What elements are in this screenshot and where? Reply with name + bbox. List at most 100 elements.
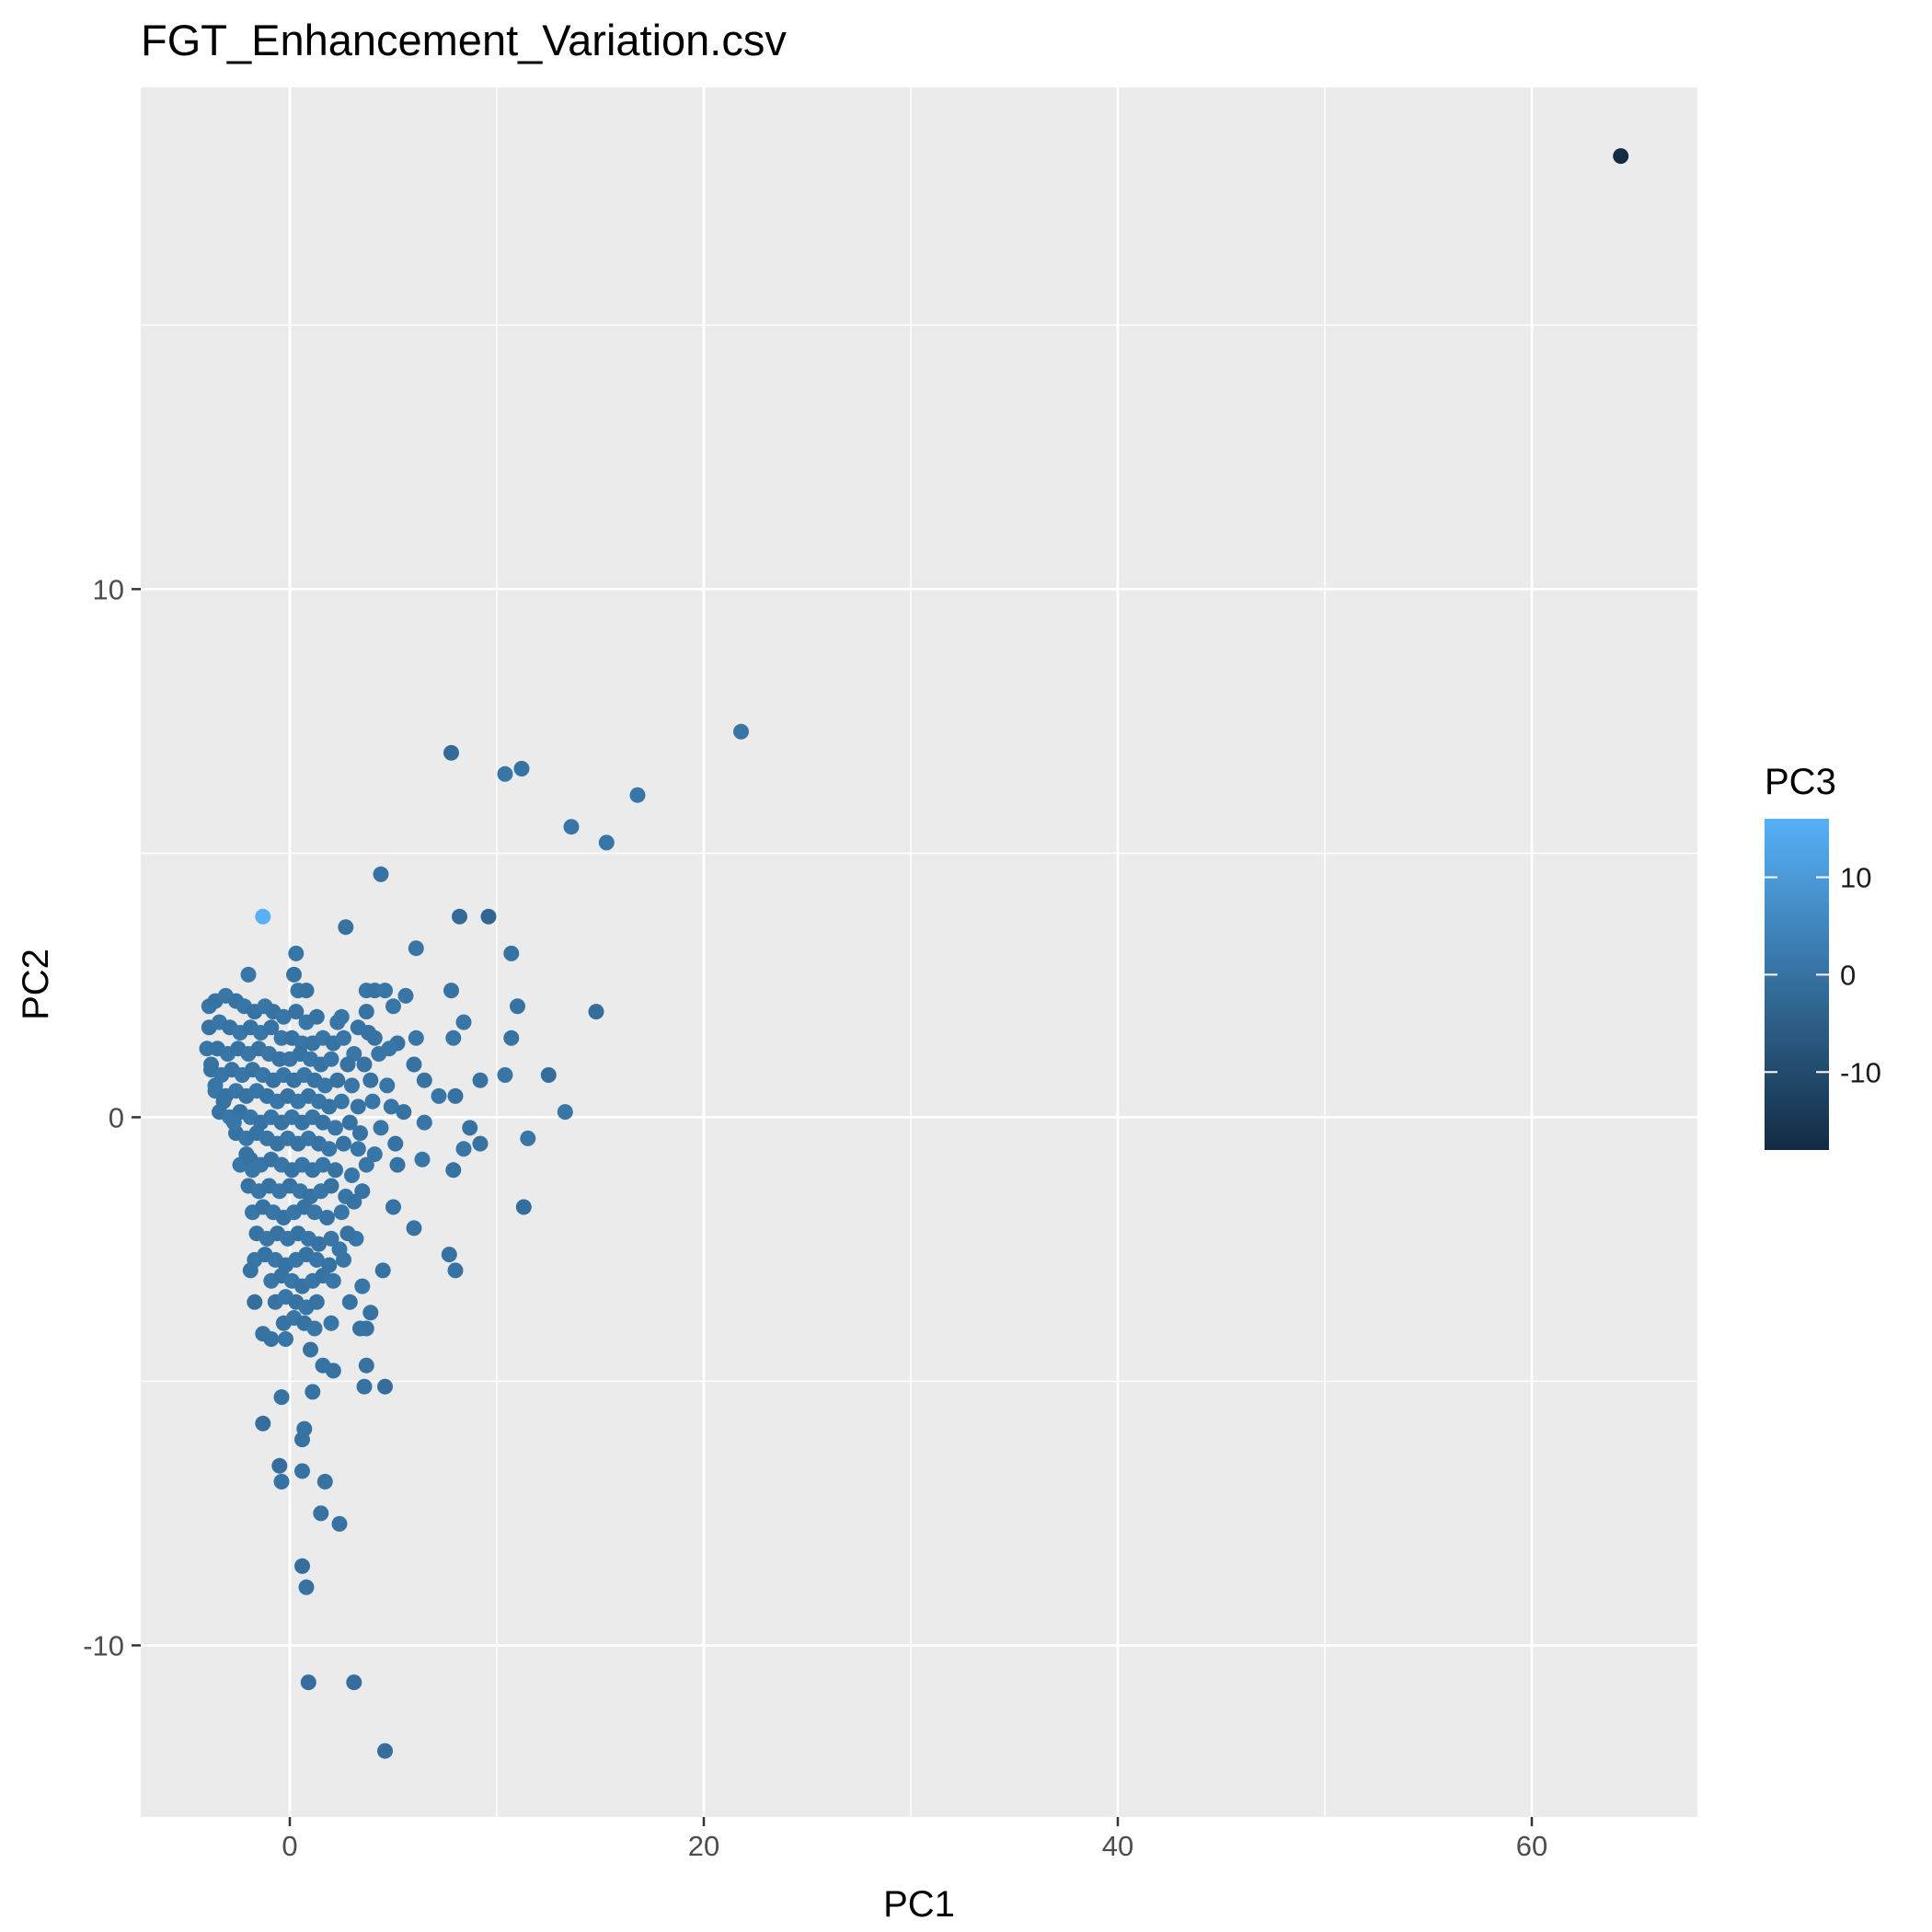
x-axis-title: PC1 (883, 1884, 955, 1925)
data-point (445, 1029, 462, 1046)
data-point (308, 1251, 325, 1268)
data-point (329, 1014, 346, 1030)
data-point (325, 1272, 341, 1289)
data-point (350, 1098, 366, 1115)
data-point (377, 1378, 393, 1395)
data-point (362, 1305, 379, 1321)
data-point (364, 1093, 381, 1110)
y-axis: -10 0 10 (83, 573, 141, 1662)
legend-title: PC3 (1765, 762, 1836, 802)
data-point (497, 765, 513, 782)
data-point (629, 787, 646, 803)
data-point (336, 1135, 351, 1152)
data-point (588, 1004, 604, 1020)
data-point (207, 1077, 224, 1094)
x-tick-label: 0 (282, 1830, 297, 1862)
data-point (441, 1247, 457, 1263)
data-point (323, 1051, 339, 1067)
data-point (308, 1008, 325, 1025)
data-point (247, 1294, 263, 1310)
data-point (374, 1262, 391, 1279)
data-point (385, 998, 401, 1015)
data-point (383, 1098, 399, 1115)
minor-gridlines (82, 87, 1697, 1817)
data-point (447, 1262, 464, 1279)
data-point (273, 1474, 290, 1489)
data-point (346, 1193, 362, 1210)
data-point (452, 908, 467, 925)
data-point (305, 1384, 321, 1400)
data-point (443, 744, 459, 761)
data-point (306, 1204, 323, 1221)
data-point (316, 1077, 333, 1094)
data-point (472, 1135, 489, 1152)
data-point (598, 834, 615, 851)
chart-title: FGT_Enhancement_Variation.csv (141, 16, 787, 64)
data-point (381, 1041, 397, 1057)
data-point (396, 1104, 412, 1121)
data-point (341, 1114, 358, 1131)
data-point (445, 1162, 462, 1179)
data-point (414, 1151, 431, 1167)
data-point (329, 1072, 346, 1088)
data-point (431, 1087, 447, 1104)
data-point (323, 1178, 339, 1194)
data-point (275, 1008, 292, 1025)
data-point (240, 966, 257, 983)
data-point (344, 1077, 360, 1094)
data-point (733, 723, 749, 740)
data-point (331, 1241, 348, 1258)
y-tick-label: 0 (109, 1101, 124, 1133)
data-point (311, 1236, 327, 1252)
data-point (366, 1146, 383, 1163)
colorbar-tick-label: 0 (1840, 959, 1856, 991)
data-point (443, 983, 459, 999)
data-point (1613, 148, 1629, 165)
data-point (361, 1025, 376, 1041)
data-point (273, 1389, 290, 1406)
data-point (308, 1294, 325, 1310)
data-point (510, 998, 525, 1015)
data-point (354, 1278, 371, 1294)
data-point (303, 1341, 318, 1358)
y-tick-label: -10 (83, 1629, 124, 1662)
data-point (339, 1225, 356, 1242)
data-point (406, 1056, 422, 1073)
data-point (315, 1156, 331, 1173)
data-point (294, 1463, 310, 1479)
data-point (300, 1674, 316, 1691)
data-point (255, 908, 271, 925)
data-point (255, 1415, 271, 1432)
data-point (408, 1029, 424, 1046)
data-point (497, 1067, 513, 1083)
data-point (455, 1141, 472, 1157)
data-point (315, 1114, 331, 1131)
data-point (358, 1320, 374, 1337)
data-point (563, 819, 580, 835)
data-point (288, 945, 305, 961)
data-point (358, 1156, 374, 1173)
data-point (278, 1331, 293, 1347)
y-tick-label: 10 (93, 573, 124, 605)
data-point (321, 1141, 338, 1157)
data-point (333, 1204, 350, 1221)
data-point (462, 1120, 478, 1136)
data-point (350, 1141, 366, 1157)
data-point (385, 1199, 401, 1215)
data-point (298, 1579, 315, 1595)
data-point (328, 1120, 343, 1136)
data-point (447, 1087, 464, 1104)
data-point (336, 1029, 351, 1046)
data-point (263, 1331, 280, 1347)
data-point (298, 983, 315, 999)
data-point (319, 1210, 335, 1225)
data-point (358, 1004, 374, 1020)
data-point (389, 1156, 406, 1173)
data-point (263, 1019, 280, 1036)
data-point (271, 1457, 288, 1474)
data-point (245, 1162, 260, 1179)
data-point (344, 1167, 360, 1183)
x-tick-label: 40 (1102, 1830, 1133, 1862)
